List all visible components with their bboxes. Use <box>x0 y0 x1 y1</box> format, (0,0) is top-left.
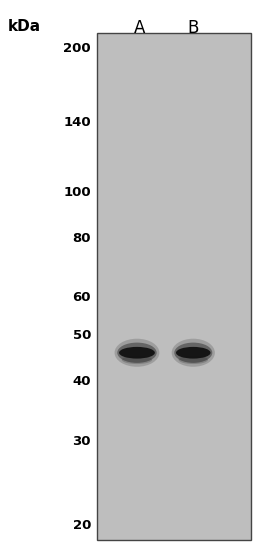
Ellipse shape <box>174 343 212 363</box>
Ellipse shape <box>172 339 215 367</box>
Text: 60: 60 <box>72 291 91 304</box>
Text: 20: 20 <box>72 519 91 531</box>
Text: 140: 140 <box>63 116 91 129</box>
Ellipse shape <box>122 355 152 364</box>
Ellipse shape <box>117 343 157 363</box>
Text: 200: 200 <box>63 42 91 55</box>
Ellipse shape <box>115 339 159 367</box>
Text: 50: 50 <box>72 329 91 342</box>
Ellipse shape <box>119 347 155 359</box>
Text: 30: 30 <box>72 434 91 448</box>
Text: 80: 80 <box>72 232 91 245</box>
Text: 100: 100 <box>63 185 91 198</box>
Ellipse shape <box>176 347 210 359</box>
Text: 40: 40 <box>72 375 91 388</box>
Text: kDa: kDa <box>8 19 41 35</box>
FancyBboxPatch shape <box>97 33 251 540</box>
Text: B: B <box>188 19 199 37</box>
Text: A: A <box>134 19 145 37</box>
Ellipse shape <box>179 355 208 364</box>
